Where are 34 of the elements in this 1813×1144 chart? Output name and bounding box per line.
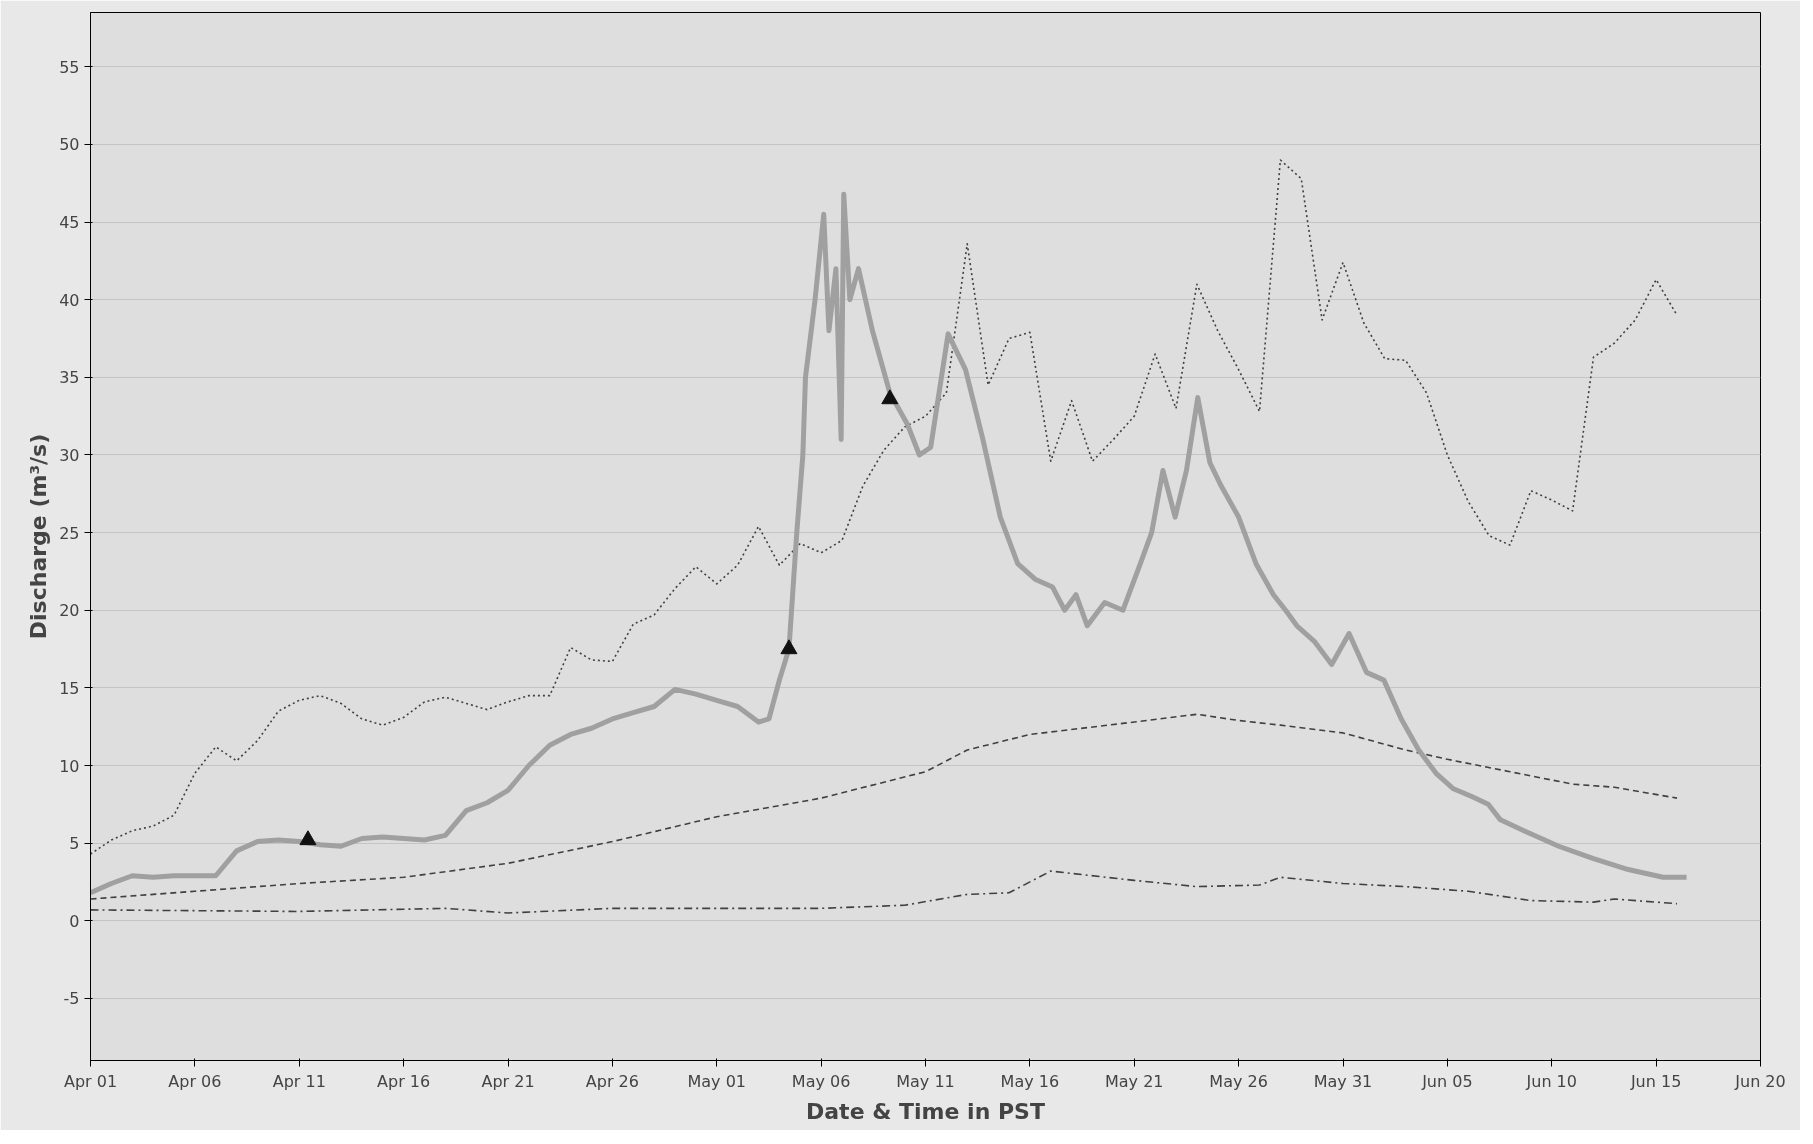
x-tick-label: May 16 [1000, 1071, 1060, 1091]
y-tick-label: 25 [59, 523, 80, 543]
x-tick-label: Apr 06 [168, 1071, 222, 1091]
y-tick-label: 15 [59, 678, 80, 698]
x-tick-label: May 21 [1104, 1071, 1164, 1091]
y-tick-label: 40 [59, 290, 80, 310]
y-tick-label: 30 [59, 445, 80, 465]
x-tick-label: Jun 05 [1421, 1071, 1473, 1091]
y-tick-label: -5 [63, 989, 80, 1009]
y-tick-label: 35 [59, 368, 80, 388]
x-tick-label: May 01 [687, 1071, 747, 1091]
y-tick-label: 5 [69, 834, 80, 854]
line-series [90, 713, 1678, 900]
y-tick-label: 10 [59, 756, 80, 776]
x-axis-title: Date & Time in PST [806, 1098, 1045, 1124]
x-tick-label: Apr 01 [63, 1071, 118, 1091]
x-tick-label: May 31 [1313, 1071, 1373, 1091]
y-tick-label: 0 [69, 911, 80, 931]
line-series [90, 870, 1678, 914]
x-tick-label: Jun 15 [1629, 1071, 1682, 1091]
y-tick-label: 50 [59, 135, 80, 155]
x-tick-label: May 06 [791, 1071, 851, 1091]
y-tick-label: 45 [59, 213, 80, 233]
x-tick-label: May 11 [896, 1071, 955, 1091]
x-tick-label: May 26 [1209, 1071, 1268, 1091]
x-tick-label: Jun 20 [1734, 1071, 1786, 1091]
x-tick-label: Apr 21 [481, 1071, 535, 1091]
x-tick-label: Apr 16 [377, 1071, 431, 1091]
y-tick-label: 55 [59, 57, 80, 77]
y-tick-label: 20 [59, 601, 80, 621]
x-tick-label: Jun 10 [1525, 1071, 1577, 1091]
x-tick-label: Apr 26 [585, 1071, 639, 1091]
x-tick-label: Apr 11 [272, 1071, 326, 1091]
y-axis-title: Discharge (m³/s) [26, 433, 52, 640]
